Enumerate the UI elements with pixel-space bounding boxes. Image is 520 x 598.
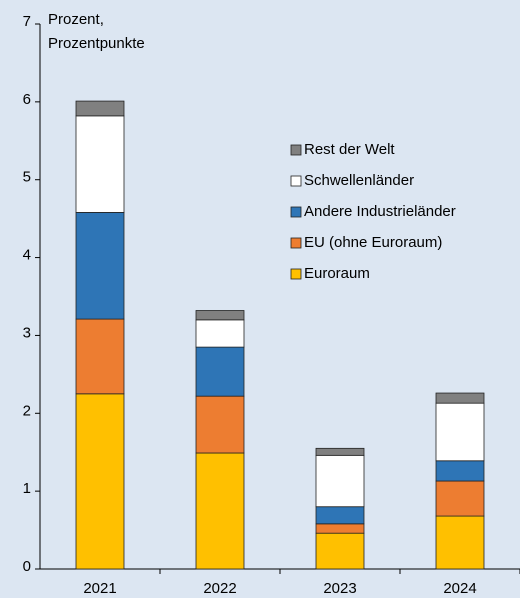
bar-segment <box>315 523 365 534</box>
bar-segment <box>315 506 365 525</box>
y-tick-label: 0 <box>23 558 31 575</box>
y-tick-label: 5 <box>23 169 31 186</box>
bar-segment <box>195 346 245 397</box>
bar-segment <box>315 532 365 570</box>
x-tick-label: 2021 <box>83 580 116 597</box>
y-tick-label: 2 <box>23 402 31 419</box>
x-tick-label: 2024 <box>443 580 476 597</box>
bar-segment <box>195 395 245 454</box>
legend-label: Schwellenländer <box>304 172 414 189</box>
legend-swatch <box>290 144 302 156</box>
bar-segment <box>75 100 125 117</box>
bar-segment <box>435 392 485 404</box>
legend-swatch <box>290 206 302 218</box>
y-tick-label: 7 <box>23 13 31 30</box>
legend-label: Andere Industrieländer <box>304 203 456 220</box>
y-tick-label: 4 <box>23 247 31 264</box>
bar-segment <box>195 319 245 348</box>
bar-segment <box>435 480 485 517</box>
bar-segment <box>195 452 245 570</box>
y-tick-label: 3 <box>23 324 31 341</box>
bar-segment <box>75 115 125 213</box>
legend-swatch <box>290 175 302 187</box>
bar-segment <box>195 310 245 321</box>
y-tick-label: 1 <box>23 480 31 497</box>
legend-swatch <box>290 268 302 280</box>
bar-segment <box>75 393 125 570</box>
bar-segment <box>75 318 125 395</box>
y-axis-title: Prozentpunkte <box>48 35 145 52</box>
bar-segment <box>435 460 485 482</box>
bar-segment <box>75 212 125 320</box>
legend-label: Rest der Welt <box>304 141 395 158</box>
y-tick-label: 6 <box>23 91 31 108</box>
y-axis-title: Prozent, <box>48 11 104 28</box>
legend-label: Euroraum <box>304 265 370 282</box>
x-tick-label: 2023 <box>323 580 356 597</box>
legend-label: EU (ohne Euroraum) <box>304 234 442 251</box>
bar-segment <box>315 447 365 456</box>
bar-segment <box>435 402 485 462</box>
legend-swatch <box>290 237 302 249</box>
bar-segment <box>435 515 485 570</box>
bar-segment <box>315 454 365 508</box>
x-tick-label: 2022 <box>203 580 236 597</box>
